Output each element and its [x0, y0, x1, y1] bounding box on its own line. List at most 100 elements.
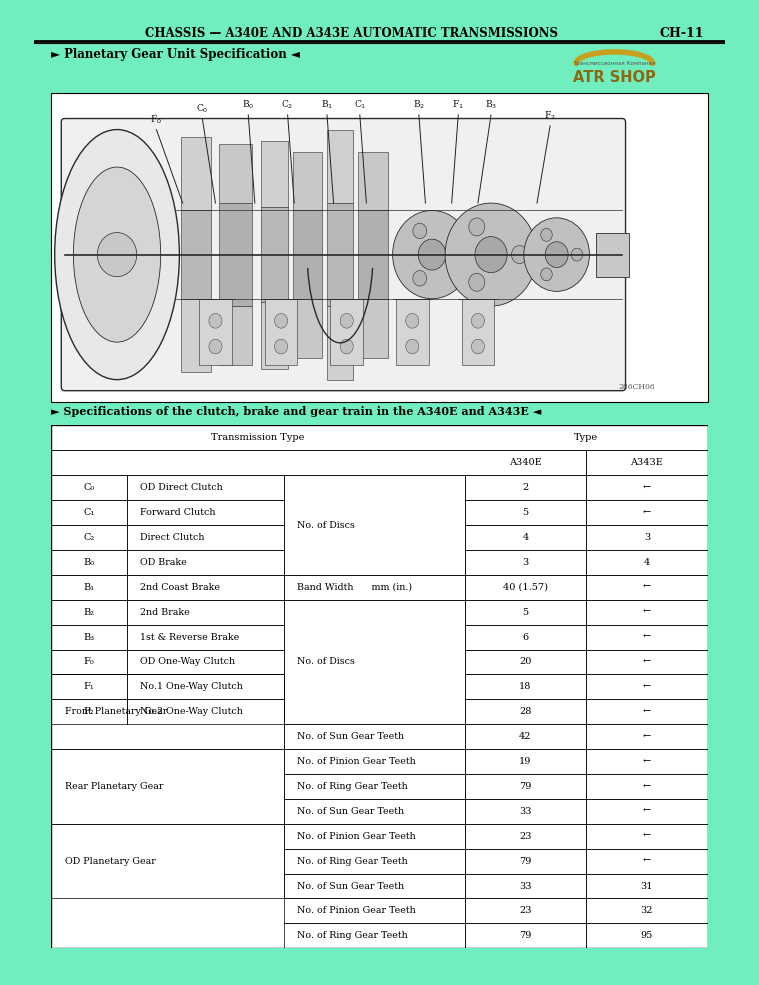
Text: 1st & Reverse Brake: 1st & Reverse Brake: [140, 632, 239, 641]
Ellipse shape: [340, 339, 353, 354]
Bar: [327, 130, 353, 203]
Text: No.2 One-Way Clutch: No.2 One-Way Clutch: [140, 707, 243, 716]
Bar: [327, 203, 353, 306]
Text: ←: ←: [643, 608, 651, 617]
Text: A343E: A343E: [631, 458, 663, 467]
Bar: [199, 298, 231, 364]
Ellipse shape: [406, 339, 419, 354]
Text: 4: 4: [522, 533, 528, 542]
Text: No. of Ring Gear Teeth: No. of Ring Gear Teeth: [298, 931, 408, 941]
Text: Transmission Type: Transmission Type: [212, 433, 305, 442]
Text: ←: ←: [643, 782, 651, 791]
Bar: [292, 152, 322, 211]
Text: 79: 79: [519, 931, 532, 941]
Bar: [327, 306, 353, 379]
Text: 2: 2: [522, 484, 528, 492]
Bar: [219, 306, 251, 364]
Text: 19: 19: [519, 757, 532, 766]
Bar: [461, 298, 494, 364]
Text: Forward Clutch: Forward Clutch: [140, 508, 216, 517]
Text: No. of Ring Gear Teeth: No. of Ring Gear Teeth: [298, 782, 408, 791]
Text: ←: ←: [643, 857, 651, 866]
Bar: [219, 203, 251, 306]
Text: F$_0$: F$_0$: [150, 113, 162, 126]
Bar: [265, 298, 298, 364]
Text: 28: 28: [519, 707, 532, 716]
Text: B$_0$: B$_0$: [242, 98, 254, 111]
Bar: [52, 93, 707, 402]
Bar: [261, 302, 288, 368]
Text: ←: ←: [643, 807, 651, 816]
Text: No. of Sun Gear Teeth: No. of Sun Gear Teeth: [298, 807, 405, 816]
FancyBboxPatch shape: [61, 118, 625, 391]
Text: ←: ←: [643, 484, 651, 492]
Bar: [292, 298, 322, 358]
Ellipse shape: [445, 203, 537, 306]
Text: 2nd Coast Brake: 2nd Coast Brake: [140, 583, 220, 592]
Ellipse shape: [540, 229, 553, 241]
Ellipse shape: [55, 130, 179, 379]
Text: F$_2$: F$_2$: [544, 109, 556, 122]
Text: Трансмиссионная Компания: Трансмиссионная Компания: [573, 61, 656, 66]
Text: ←: ←: [643, 508, 651, 517]
Text: ←: ←: [643, 831, 651, 841]
Ellipse shape: [475, 236, 507, 273]
Text: Rear Planetary Gear: Rear Planetary Gear: [65, 782, 163, 791]
Text: 5: 5: [522, 508, 528, 517]
Bar: [330, 298, 363, 364]
Text: C$_0$: C$_0$: [196, 102, 209, 115]
Text: 23: 23: [519, 831, 532, 841]
Text: OD Direct Clutch: OD Direct Clutch: [140, 484, 222, 492]
Ellipse shape: [209, 313, 222, 328]
Text: ←: ←: [643, 583, 651, 592]
Text: B₂: B₂: [83, 608, 95, 617]
Ellipse shape: [512, 245, 528, 264]
Bar: [358, 152, 388, 211]
Text: No. of Pinion Gear Teeth: No. of Pinion Gear Teeth: [298, 906, 416, 915]
Bar: [396, 298, 429, 364]
Ellipse shape: [572, 248, 583, 261]
Text: ←: ←: [643, 732, 651, 741]
Bar: [358, 298, 388, 358]
Ellipse shape: [340, 313, 353, 328]
Text: 23: 23: [519, 906, 532, 915]
Text: No. of Ring Gear Teeth: No. of Ring Gear Teeth: [298, 857, 408, 866]
Text: B₁: B₁: [83, 583, 95, 592]
Text: ←: ←: [643, 757, 651, 766]
Text: 79: 79: [519, 782, 532, 791]
Text: No. of Pinion Gear Teeth: No. of Pinion Gear Teeth: [298, 831, 416, 841]
Text: 2nd Brake: 2nd Brake: [140, 608, 190, 617]
Text: No. of Discs: No. of Discs: [298, 520, 355, 530]
Text: 5: 5: [522, 608, 528, 617]
Bar: [219, 144, 251, 203]
Text: No. of Sun Gear Teeth: No. of Sun Gear Teeth: [298, 732, 405, 741]
Text: 286CH06: 286CH06: [619, 383, 655, 391]
Ellipse shape: [97, 232, 137, 277]
Text: Direct Clutch: Direct Clutch: [140, 533, 204, 542]
Text: 3: 3: [522, 558, 528, 567]
Text: C₀: C₀: [83, 484, 95, 492]
Text: ←: ←: [643, 683, 651, 691]
Ellipse shape: [469, 218, 485, 236]
Ellipse shape: [74, 167, 161, 342]
Text: ATR SHOP: ATR SHOP: [573, 70, 656, 85]
Text: No. of Discs: No. of Discs: [298, 657, 355, 667]
Text: B$_2$: B$_2$: [413, 98, 425, 111]
Ellipse shape: [413, 271, 427, 286]
Ellipse shape: [275, 339, 288, 354]
Text: F$_1$: F$_1$: [452, 98, 465, 111]
Text: 42: 42: [519, 732, 532, 741]
Bar: [181, 137, 210, 211]
Ellipse shape: [392, 211, 471, 298]
Ellipse shape: [545, 241, 568, 268]
Text: ► Planetary Gear Unit Specification ◄: ► Planetary Gear Unit Specification ◄: [52, 48, 301, 61]
Text: C₂: C₂: [83, 533, 95, 542]
Text: 95: 95: [641, 931, 653, 941]
Bar: [292, 211, 322, 298]
Bar: [261, 207, 288, 302]
Bar: [181, 211, 210, 298]
Text: Type: Type: [574, 433, 598, 442]
Text: 79: 79: [519, 857, 532, 866]
Text: F₀: F₀: [83, 657, 95, 667]
Text: CHASSIS — A340E AND A343E AUTOMATIC TRANSMISSIONS: CHASSIS — A340E AND A343E AUTOMATIC TRAN…: [146, 28, 559, 40]
